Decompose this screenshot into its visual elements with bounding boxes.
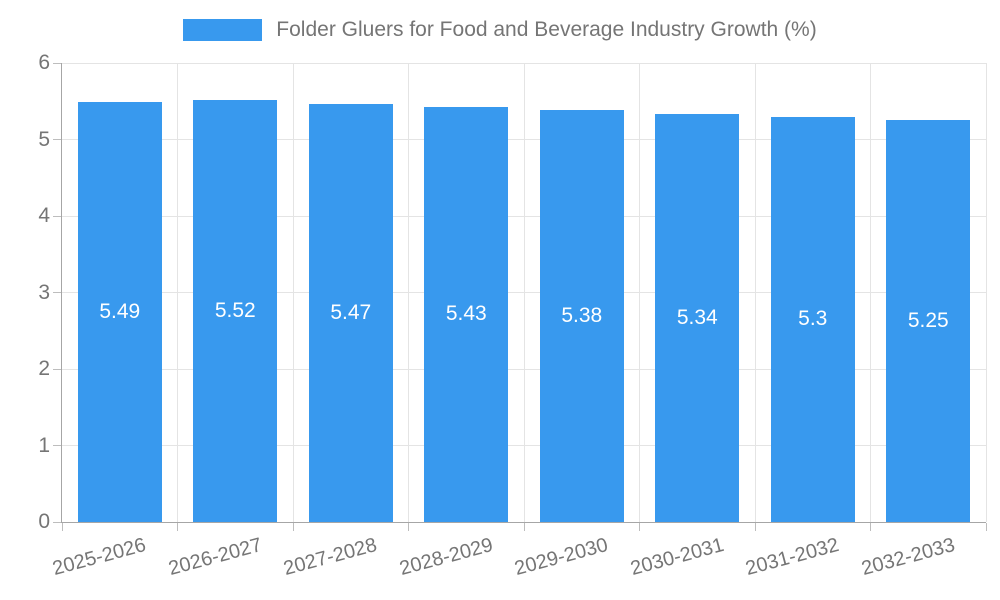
gridline-v: [292, 63, 294, 522]
x-tick: [292, 523, 294, 531]
bar-value-label: 5.49: [99, 300, 141, 323]
y-tick: [53, 139, 61, 140]
bar: 5.25: [886, 120, 971, 522]
gridline-v: [985, 63, 987, 522]
x-tick: [523, 523, 525, 531]
bar-value-label: 5.43: [445, 302, 487, 326]
legend-item[interactable]: Folder Gluers for Food and Beverage Indu…: [183, 18, 817, 42]
x-tick-label: 2032-2033: [858, 534, 958, 581]
y-tick-label: 5: [38, 127, 50, 151]
x-tick-label: 2030-2031: [627, 534, 727, 581]
bar-value-label: 5.34: [676, 305, 718, 329]
legend: Folder Gluers for Food and Beverage Indu…: [0, 18, 1000, 42]
y-tick-label: 2: [38, 357, 50, 380]
bar: 5.38: [539, 110, 624, 522]
gridline-v: [754, 63, 756, 522]
bar: 5.49: [77, 102, 162, 522]
gridline-v: [523, 63, 525, 522]
x-tick: [639, 523, 640, 531]
y-tick: [53, 215, 61, 217]
x-tick: [61, 523, 63, 531]
y-tick: [53, 521, 61, 523]
x-tick: [754, 523, 756, 531]
x-axis-line: [61, 522, 986, 523]
x-tick: [870, 523, 871, 531]
x-tick-label: 2025-2026: [50, 534, 149, 581]
y-tick-label: 0: [38, 510, 50, 533]
bar-value-label: 5.52: [214, 298, 256, 322]
x-tick-label: 2026-2027: [165, 534, 265, 581]
bar-value-label: 5.47: [330, 300, 372, 324]
gridline-v: [870, 63, 871, 522]
x-tick-label: 2031-2032: [743, 534, 842, 581]
x-tick: [985, 523, 987, 531]
y-tick: [53, 62, 61, 64]
chart-title: Folder Gluers for Food and Beverage Indu…: [276, 18, 817, 41]
x-tick-label: 2029-2030: [512, 534, 611, 581]
x-tick: [177, 523, 178, 531]
y-tick: [53, 445, 61, 446]
bar: 5.52: [193, 99, 278, 522]
x-tick: [408, 523, 409, 531]
gridline-v: [639, 63, 640, 522]
bar: 5.3: [770, 116, 855, 522]
y-axis-line: [61, 63, 62, 522]
y-tick: [53, 368, 61, 370]
y-tick-label: 3: [38, 280, 50, 304]
plot-area: 5.49 5.52 5.47 5.43 5.38 5.34 5.3 5.25: [53, 62, 987, 531]
legend-swatch: [183, 19, 263, 41]
y-tick-label: 6: [38, 51, 50, 74]
bar: 5.34: [655, 113, 740, 522]
bar: 5.47: [308, 103, 393, 522]
x-tick-label: 2028-2029: [396, 534, 496, 581]
bar-value-label: 5.25: [907, 309, 949, 333]
bar-value-label: 5.3: [798, 307, 828, 331]
bar: 5.43: [424, 106, 509, 522]
x-tick-label: 2027-2028: [281, 534, 380, 581]
y-tick-label: 4: [38, 204, 50, 227]
y-tick-label: 1: [38, 433, 50, 457]
y-tick: [53, 292, 61, 293]
gridline-v: [177, 63, 178, 522]
bar-value-label: 5.38: [561, 304, 603, 328]
gridline-v: [408, 63, 409, 522]
